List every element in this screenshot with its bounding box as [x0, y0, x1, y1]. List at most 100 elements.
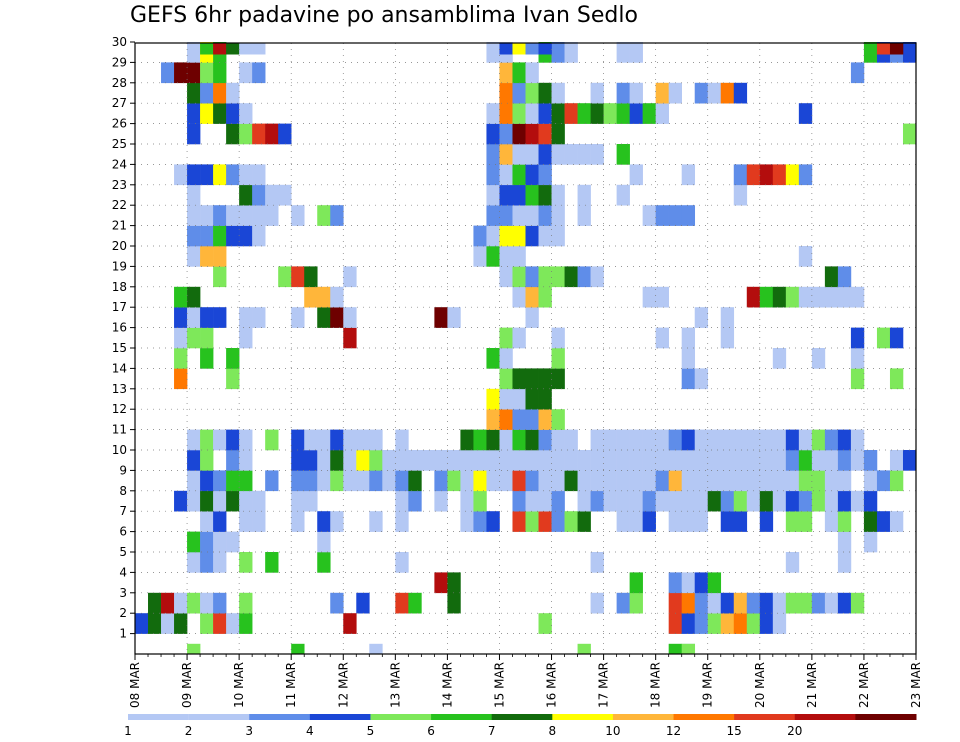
- heatmap-cell: [590, 592, 604, 614]
- colorbar-label: 7: [488, 724, 496, 738]
- y-tick-label: 29: [112, 55, 127, 69]
- heatmap-cell: [538, 43, 552, 55]
- heatmap-cell: [707, 470, 722, 492]
- heatmap-cell: [200, 327, 214, 349]
- heatmap-cell: [655, 103, 669, 124]
- heatmap-cell: [499, 388, 513, 410]
- heatmap-cell: [655, 286, 669, 308]
- heatmap-cell: [187, 246, 201, 267]
- heatmap-cell: [486, 144, 500, 165]
- heatmap-cell: [746, 450, 761, 471]
- heatmap-cell: [837, 429, 852, 451]
- heatmap-cell: [239, 613, 253, 634]
- y-tick-label: 6: [119, 525, 127, 539]
- heatmap-cell: [772, 286, 787, 308]
- heatmap-cell: [785, 490, 800, 512]
- heatmap-cell: [642, 490, 656, 512]
- heatmap-cell: [239, 225, 253, 247]
- heatmap-cell: [486, 470, 500, 492]
- heatmap-cell: [551, 348, 565, 369]
- heatmap-cell: [798, 592, 813, 614]
- heatmap-cell: [889, 327, 904, 349]
- heatmap-cell: [447, 572, 461, 594]
- heatmap-cell: [213, 103, 227, 124]
- y-tick-label: 24: [112, 157, 127, 171]
- heatmap-cell: [798, 286, 813, 308]
- heatmap-cell: [447, 450, 461, 471]
- heatmap-cell: [590, 450, 604, 471]
- heatmap-cell: [291, 205, 305, 226]
- heatmap-cell: [538, 144, 552, 165]
- heatmap-cell: [330, 470, 344, 492]
- heatmap-cell: [187, 429, 201, 451]
- heatmap-cell: [265, 429, 279, 451]
- heatmap-cell: [369, 470, 383, 492]
- heatmap-cell: [239, 123, 253, 145]
- heatmap-cell: [187, 531, 201, 553]
- heatmap-cell: [902, 450, 917, 471]
- heatmap-cell: [720, 82, 735, 104]
- heatmap-cell: [356, 592, 370, 614]
- heatmap-cell: [512, 43, 526, 55]
- heatmap-cell: [135, 613, 149, 634]
- heatmap-cell: [811, 348, 826, 369]
- heatmap-cell: [304, 429, 318, 451]
- heatmap-cell: [187, 184, 201, 206]
- heatmap-cell: [525, 123, 539, 145]
- heatmap-cell: [213, 429, 227, 451]
- colorbar-label: 20: [787, 724, 802, 738]
- heatmap-cell: [655, 470, 669, 492]
- heatmap-cell: [486, 205, 500, 226]
- heatmap-cell: [759, 592, 774, 614]
- heatmap-cell: [863, 450, 878, 471]
- heatmap-cell: [720, 327, 735, 349]
- heatmap-cell: [525, 511, 539, 532]
- heatmap-cell: [759, 490, 774, 512]
- heatmap-cell: [837, 286, 852, 308]
- heatmap-cell: [187, 307, 201, 328]
- heatmap-cell: [629, 450, 643, 471]
- colorbar-label: 3: [245, 724, 253, 738]
- heatmap-cell: [174, 613, 188, 634]
- heatmap-cell: [616, 511, 630, 532]
- x-tick-label: 21 MAR: [805, 662, 819, 708]
- heatmap-cell: [174, 592, 188, 614]
- heatmap-cell: [746, 490, 761, 512]
- heatmap-cell: [447, 307, 461, 328]
- heatmap-cell: [187, 164, 201, 186]
- heatmap-cell: [356, 429, 370, 451]
- heatmap-cell: [863, 531, 878, 553]
- heatmap-cell: [408, 490, 422, 512]
- heatmap-cell: [681, 511, 696, 532]
- heatmap-cell: [395, 450, 409, 471]
- heatmap-cell: [226, 450, 240, 471]
- heatmap-cell: [343, 470, 357, 492]
- heatmap-cell: [460, 511, 474, 532]
- heatmap-cell: [538, 123, 552, 145]
- heatmap-cell: [642, 286, 656, 308]
- heatmap-cell: [200, 246, 214, 267]
- heatmap-cell: [239, 470, 253, 492]
- heatmap-cell: [187, 592, 201, 614]
- heatmap-cell: [499, 409, 513, 430]
- heatmap-cell: [551, 450, 565, 471]
- heatmap-cell: [512, 123, 526, 145]
- heatmap-cell: [629, 429, 643, 451]
- heatmap-cell: [213, 225, 227, 247]
- colorbar-label: 6: [427, 724, 435, 738]
- y-tick-label: 3: [119, 586, 127, 600]
- x-tick-label: 13 MAR: [388, 662, 402, 708]
- heatmap-cell: [733, 613, 748, 634]
- heatmap-cell: [876, 43, 891, 55]
- heatmap-cell: [473, 246, 487, 267]
- heatmap-cell: [577, 184, 591, 206]
- heatmap-cell: [824, 511, 839, 532]
- heatmap-cell: [798, 246, 813, 267]
- heatmap-cell: [707, 450, 722, 471]
- heatmap-cell: [213, 552, 227, 573]
- heatmap-cell: [525, 205, 539, 226]
- heatmap-cell: [655, 450, 669, 471]
- grid-lines: [134, 43, 916, 654]
- heatmap-cell: [486, 225, 500, 247]
- colorbar-legend: 1 2 3 4 5 6 7 8 10 12 15 20: [124, 714, 917, 738]
